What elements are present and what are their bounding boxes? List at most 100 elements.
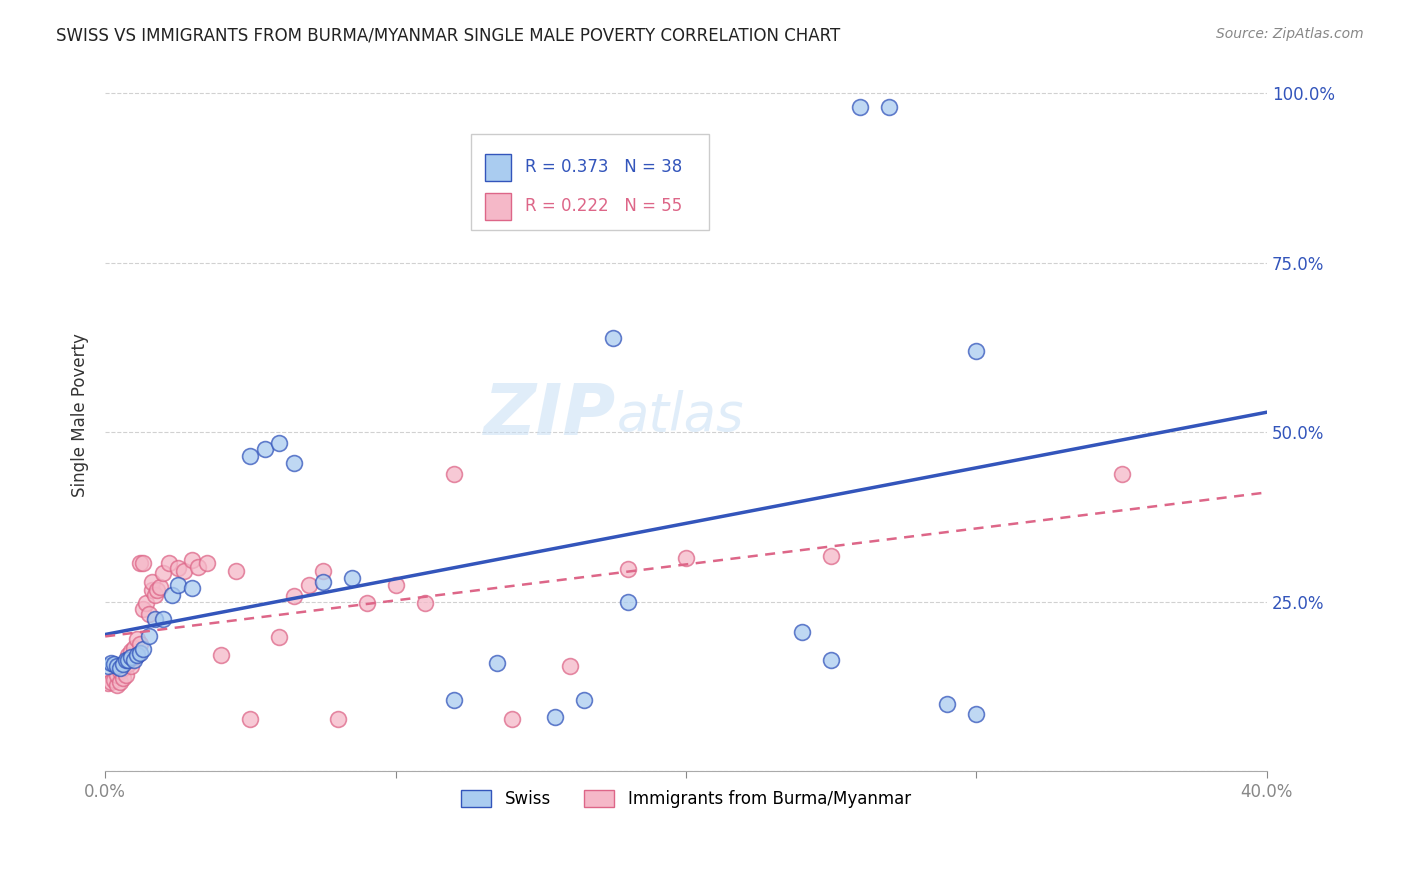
Point	[253, 442, 276, 457]
Point	[617, 562, 640, 576]
Point	[1111, 467, 1133, 482]
Point	[326, 711, 349, 725]
Point	[103, 673, 125, 687]
Point	[100, 656, 122, 670]
Point	[97, 659, 120, 673]
Legend: Swiss, Immigrants from Burma/Myanmar: Swiss, Immigrants from Burma/Myanmar	[453, 781, 920, 816]
Point	[443, 467, 465, 482]
Point	[105, 668, 128, 682]
Point	[297, 578, 319, 592]
Text: ZIP: ZIP	[484, 381, 616, 450]
Point	[157, 556, 180, 570]
Point	[283, 590, 305, 604]
Point	[239, 711, 262, 725]
Point	[879, 100, 901, 114]
Point	[127, 648, 149, 662]
Point	[114, 652, 136, 666]
Point	[108, 661, 131, 675]
Point	[120, 644, 142, 658]
Point	[103, 657, 125, 672]
Point	[108, 674, 131, 689]
Point	[120, 650, 142, 665]
Point	[143, 588, 166, 602]
Point	[122, 652, 145, 666]
Point	[166, 561, 188, 575]
Point	[558, 659, 581, 673]
Point	[138, 629, 160, 643]
Point	[849, 100, 872, 114]
Point	[269, 630, 291, 644]
Point	[152, 612, 174, 626]
Point	[132, 601, 155, 615]
Point	[574, 693, 596, 707]
Point	[146, 582, 169, 597]
Point	[111, 661, 134, 675]
Point	[312, 574, 335, 589]
Point	[160, 588, 183, 602]
Point	[105, 678, 128, 692]
Point	[195, 556, 218, 570]
Point	[501, 711, 523, 725]
Point	[149, 580, 172, 594]
Point	[936, 697, 959, 711]
Point	[617, 595, 640, 609]
Point	[141, 582, 163, 597]
Point	[820, 549, 842, 563]
Point	[122, 650, 145, 665]
Point	[100, 674, 122, 689]
Point	[143, 612, 166, 626]
Point	[132, 642, 155, 657]
Point	[269, 435, 291, 450]
Point	[132, 556, 155, 570]
Point	[340, 571, 363, 585]
Point	[114, 668, 136, 682]
Text: SWISS VS IMMIGRANTS FROM BURMA/MYANMAR SINGLE MALE POVERTY CORRELATION CHART: SWISS VS IMMIGRANTS FROM BURMA/MYANMAR S…	[56, 27, 841, 45]
Point	[966, 706, 988, 721]
Point	[97, 676, 120, 690]
Point	[127, 632, 149, 646]
Point	[111, 671, 134, 685]
Point	[544, 710, 567, 724]
Point	[129, 646, 152, 660]
Text: atlas: atlas	[616, 390, 744, 442]
Point	[117, 648, 139, 662]
Point	[486, 656, 509, 670]
Bar	[485, 193, 510, 219]
Point	[111, 657, 134, 672]
Point	[209, 648, 232, 662]
Point	[138, 607, 160, 621]
Y-axis label: Single Male Poverty: Single Male Poverty	[72, 334, 89, 498]
Point	[108, 664, 131, 678]
Point	[141, 574, 163, 589]
Point	[129, 637, 152, 651]
Point	[312, 565, 335, 579]
Point	[166, 578, 188, 592]
Point	[384, 578, 406, 592]
Text: R = 0.373   N = 38: R = 0.373 N = 38	[524, 158, 682, 176]
Point	[173, 565, 195, 579]
Point	[820, 652, 842, 666]
Point	[117, 657, 139, 672]
Point	[792, 625, 814, 640]
Point	[181, 582, 204, 596]
Point	[602, 330, 624, 344]
Point	[117, 652, 139, 666]
Point	[443, 693, 465, 707]
Text: Source: ZipAtlas.com: Source: ZipAtlas.com	[1216, 27, 1364, 41]
Point	[135, 596, 157, 610]
Point	[966, 344, 988, 359]
Point	[675, 550, 697, 565]
Point	[187, 559, 209, 574]
Point	[181, 553, 204, 567]
Point	[413, 596, 436, 610]
Point	[127, 648, 149, 662]
FancyBboxPatch shape	[471, 135, 709, 230]
Point	[114, 657, 136, 672]
Point	[283, 456, 305, 470]
Point	[122, 640, 145, 655]
Point	[239, 449, 262, 463]
Bar	[485, 153, 510, 180]
Point	[356, 596, 378, 610]
Point	[105, 659, 128, 673]
Text: R = 0.222   N = 55: R = 0.222 N = 55	[524, 197, 682, 215]
